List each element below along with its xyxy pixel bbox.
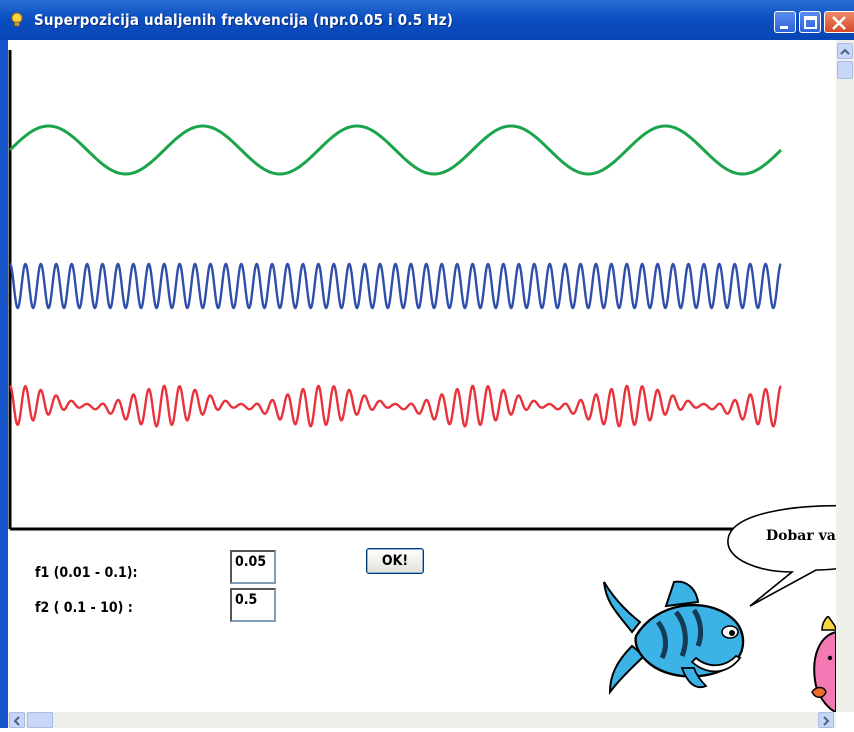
maximize-button[interactable] <box>799 11 821 33</box>
wave-plot <box>8 50 836 531</box>
f2-input[interactable]: 0.5 <box>230 588 276 622</box>
wave-line-f1 <box>8 124 783 176</box>
pink-fish-mascot <box>811 616 836 712</box>
light-bulb-icon <box>11 12 23 27</box>
maximize-icon <box>804 16 817 29</box>
scroll-right-button[interactable] <box>818 712 834 728</box>
ok-button[interactable]: OK! <box>366 548 424 574</box>
chevron-up-icon <box>840 48 850 55</box>
scroll-left-button[interactable] <box>9 712 25 728</box>
minimize-icon <box>780 26 788 29</box>
scroll-up-button[interactable] <box>837 43 853 59</box>
title-bar[interactable]: Superpozicija udaljenih frekvencija (npr… <box>0 0 854 40</box>
horizontal-scroll-thumb[interactable] <box>27 712 53 728</box>
window-left-border <box>0 40 8 728</box>
wave-line-sum <box>9 384 782 428</box>
f1-label: f1 (0.01 - 0.1): <box>35 565 138 581</box>
chevron-right-icon <box>823 716 830 726</box>
f2-label: f2 ( 0.1 - 10) : <box>35 600 133 616</box>
shark-mascot <box>603 580 745 696</box>
minimize-button[interactable] <box>774 11 796 33</box>
vertical-scroll-thumb[interactable] <box>837 61 853 79</box>
vertical-scrollbar[interactable] <box>836 40 854 712</box>
window-title: Superpozicija udaljenih frekvencija (npr… <box>34 11 454 29</box>
chevron-left-icon <box>13 716 20 726</box>
close-icon <box>832 16 846 30</box>
f1-input[interactable]: 0.05 <box>230 550 276 584</box>
wave-line-f2 <box>9 262 782 310</box>
horizontal-scrollbar[interactable] <box>8 712 836 728</box>
close-button[interactable] <box>824 11 854 33</box>
